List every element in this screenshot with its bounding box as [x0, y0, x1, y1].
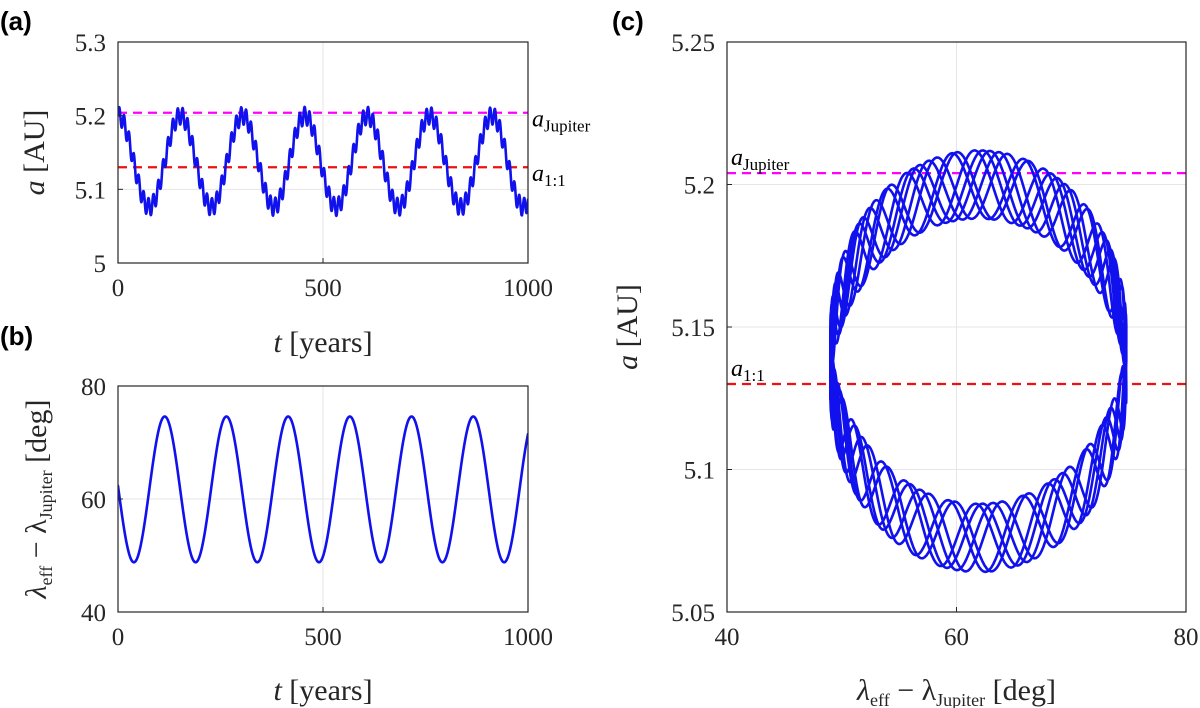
series-line-0	[118, 105, 528, 218]
panel-b: (b) 0 500 1000 40 60 80 t [years] λeff − λJupite…	[0, 321, 553, 707]
y-axis-label: a [AU]	[18, 110, 51, 196]
y-tick-label: 5.05	[671, 600, 715, 627]
x-tick-label: 1000	[503, 275, 553, 302]
reference-label-1-1: a1:1	[532, 161, 566, 190]
x-tick-label: 500	[304, 624, 342, 651]
y-tick-label: 5.1	[75, 177, 106, 204]
reference-label-Jupiter: aJupiter	[532, 107, 591, 136]
y-tick-label: 5.1	[684, 458, 715, 485]
panel-c: (c) 40 60 80 5.05 5.1 5.15 5.2 5.25 λeff − λJupit…	[611, 6, 1199, 708]
x-tick-label: 60	[944, 624, 969, 651]
x-tick-label: 80	[1174, 624, 1199, 651]
panel-label-a: (a)	[0, 6, 32, 36]
reference-label-1-1: a1:1	[731, 356, 765, 385]
y-tick-label: 40	[81, 600, 106, 627]
x-axis-label: λeff − λJupiter [deg]	[856, 674, 1056, 708]
panel-a: (a) 0 500 1000 5 5.1 5.2 5.3 t [years] a [AU] aJup…	[0, 6, 591, 359]
y-tick-label: 60	[81, 487, 106, 514]
x-tick-label: 0	[112, 275, 125, 302]
y-tick-label: 5	[94, 251, 107, 278]
reference-label-Jupiter: aJupiter	[731, 145, 790, 174]
y-tick-label: 5.15	[671, 315, 715, 342]
y-tick-label: 5.2	[75, 104, 106, 131]
y-tick-label: 80	[81, 374, 106, 401]
x-tick-label: 500	[304, 275, 342, 302]
y-axis-label: λeff − λJupiter [deg]	[20, 400, 56, 600]
y-tick-label: 5.2	[684, 173, 715, 200]
x-tick-label: 40	[715, 624, 740, 651]
series-line-0	[118, 415, 528, 564]
x-axis-label: t [years]	[273, 326, 372, 359]
y-tick-label: 5.3	[75, 30, 106, 57]
y-tick-label: 5.25	[671, 30, 715, 57]
y-axis-label: a [AU]	[611, 284, 644, 370]
series-line-0	[828, 149, 1128, 574]
x-tick-label: 0	[112, 624, 125, 651]
panel-label-c: (c)	[612, 6, 644, 36]
panel-label-b: (b)	[0, 321, 33, 351]
x-axis-label: t [years]	[273, 674, 372, 707]
x-tick-label: 1000	[503, 624, 553, 651]
